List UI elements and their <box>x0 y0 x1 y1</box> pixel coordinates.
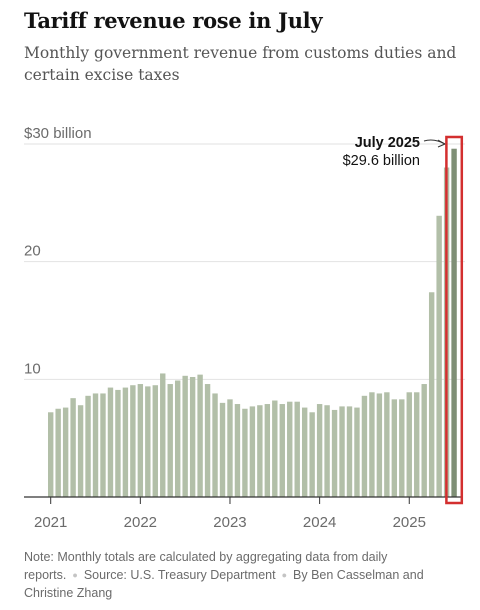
bar <box>204 384 211 497</box>
bar <box>406 392 412 497</box>
bar <box>414 392 420 497</box>
bar <box>287 401 293 497</box>
footnote: Note: Monthly totals are calculated by a… <box>24 548 444 602</box>
bar-highlighted <box>451 148 457 497</box>
y-axis-labels: $30 billion 20 10 <box>24 125 92 377</box>
x-axis-ticks: 2021 2022 2023 2024 2025 <box>34 497 426 531</box>
bar <box>264 404 271 497</box>
bar <box>249 406 256 497</box>
bar <box>257 405 263 497</box>
annotation-value: $29.6 billion <box>343 153 420 169</box>
bar <box>70 398 76 497</box>
bar <box>219 402 226 497</box>
bar <box>324 405 330 497</box>
bar <box>55 408 61 497</box>
separator-dot: ● <box>281 570 288 580</box>
bar <box>436 215 442 497</box>
bar <box>100 393 106 497</box>
bar <box>227 399 233 497</box>
bar <box>77 405 84 497</box>
bar <box>376 393 383 497</box>
bar <box>107 387 114 497</box>
chart-title: Tariff revenue rose in July <box>24 8 323 33</box>
bar <box>234 404 241 497</box>
bar <box>92 393 99 497</box>
bar <box>361 395 368 497</box>
bar <box>182 375 188 497</box>
bar <box>354 407 360 497</box>
x-tick-label: 2022 <box>124 514 157 531</box>
bar <box>48 412 54 497</box>
bar <box>174 380 181 497</box>
bar <box>152 385 158 497</box>
bar <box>331 409 338 497</box>
bar <box>212 393 218 497</box>
bar <box>145 386 151 497</box>
bar <box>316 404 323 497</box>
annotation-label: July 2025 <box>355 135 420 151</box>
bars <box>48 148 457 497</box>
bar <box>346 406 353 497</box>
bar <box>384 392 390 497</box>
bar <box>399 399 405 497</box>
x-tick-label: 2021 <box>34 514 67 531</box>
bar <box>122 387 129 497</box>
bar <box>197 374 203 497</box>
bar <box>167 384 173 497</box>
source-text: Source: U.S. Treasury Department <box>83 568 276 582</box>
bar <box>242 408 248 497</box>
bar <box>309 412 315 497</box>
gridlines <box>24 143 465 380</box>
x-tick-label: 2024 <box>303 514 336 531</box>
y-tick-label: 20 <box>24 243 41 260</box>
bar <box>391 399 398 497</box>
tariff-revenue-chart: $30 billion 20 10 2021 2022 2023 2024 2025 Jul… <box>24 125 465 531</box>
bar <box>137 384 144 497</box>
annotation-arrowhead <box>437 139 447 148</box>
bar <box>85 395 91 497</box>
bar <box>130 385 136 497</box>
y-tick-label: 10 <box>24 360 41 377</box>
bar <box>294 401 300 497</box>
x-tick-label: 2025 <box>393 514 426 531</box>
note-text: Note: Monthly totals are calculated by a… <box>24 550 388 582</box>
bar <box>160 373 166 497</box>
bar <box>339 406 345 497</box>
bar <box>301 407 308 497</box>
y-tick-label: $30 billion <box>24 125 92 142</box>
x-tick-label: 2023 <box>213 514 246 531</box>
byline-text: By Ben Casselman and Christine Zhang <box>24 568 424 600</box>
bar <box>428 292 435 497</box>
bar <box>279 404 285 497</box>
chart-subtitle: Monthly government revenue from customs … <box>24 44 457 84</box>
separator-dot: ● <box>72 570 78 580</box>
bar <box>189 376 196 497</box>
bar <box>115 389 121 497</box>
bar <box>272 400 278 497</box>
bar <box>421 384 427 497</box>
bar <box>62 407 69 497</box>
annotation: July 2025 $29.6 billion <box>343 135 447 169</box>
bar <box>369 392 375 497</box>
highlight-box <box>445 135 464 505</box>
